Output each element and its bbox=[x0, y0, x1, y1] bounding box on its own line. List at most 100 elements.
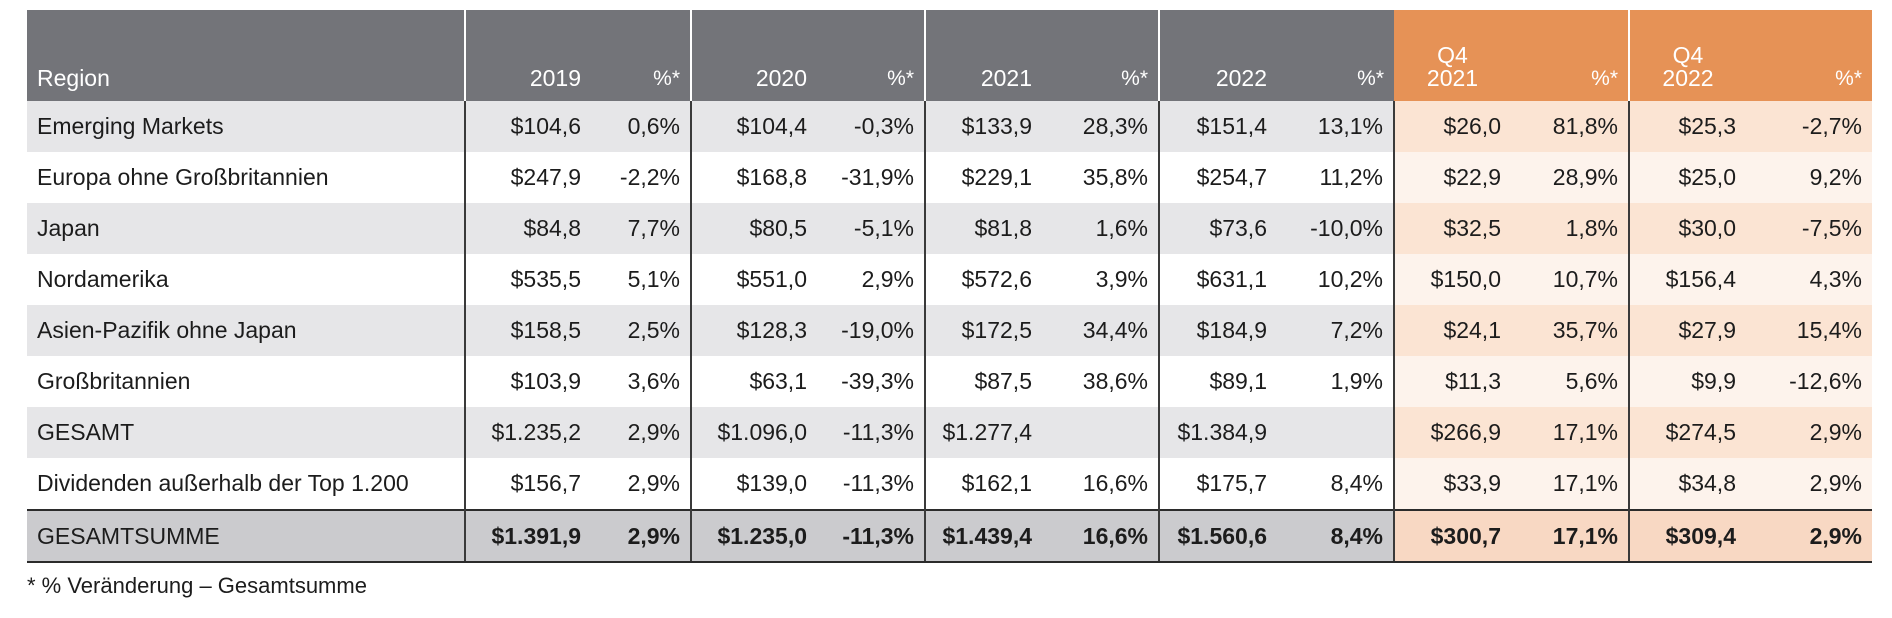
percent-cell: 15,4% bbox=[1746, 305, 1872, 356]
value-cell: $80,5 bbox=[690, 203, 817, 254]
percent-cell: 3,6% bbox=[591, 356, 691, 407]
percent-cell: -2,7% bbox=[1746, 101, 1872, 152]
value-cell: $229,1 bbox=[924, 152, 1042, 203]
percent-cell: 28,3% bbox=[1042, 101, 1159, 152]
column-header-9: Q4 2021 bbox=[1394, 10, 1511, 101]
table-body: Emerging Markets $104,6 0,6% $104,4 -0,3% $13… bbox=[27, 101, 1872, 563]
value-cell: $168,8 bbox=[690, 152, 817, 203]
value-cell: $1.235,0 bbox=[690, 509, 817, 563]
value-cell: $87,5 bbox=[924, 356, 1042, 407]
column-header-5: 2021 bbox=[924, 10, 1042, 101]
percent-cell: 0,6% bbox=[591, 101, 691, 152]
region-cell: Europa ohne Großbritannien bbox=[27, 152, 465, 203]
header-line-2: 2022 bbox=[1662, 65, 1714, 91]
percent-cell: 1,9% bbox=[1277, 356, 1394, 407]
dividend-table-container: Region 2019 %* 2020 %* 2021 %* 2022 %* Q4 2021 %* Q4… bbox=[27, 10, 1872, 563]
percent-cell: -39,3% bbox=[817, 356, 925, 407]
column-header-1: 2019 bbox=[464, 10, 591, 101]
value-cell: $128,3 bbox=[690, 305, 817, 356]
value-cell: $63,1 bbox=[690, 356, 817, 407]
percent-cell: 1,8% bbox=[1511, 203, 1629, 254]
percent-cell: 4,3% bbox=[1746, 254, 1872, 305]
value-cell: $104,4 bbox=[690, 101, 817, 152]
percent-cell: 35,8% bbox=[1042, 152, 1159, 203]
value-cell: $133,9 bbox=[924, 101, 1042, 152]
region-cell: GESAMT bbox=[27, 407, 465, 458]
percent-cell: 35,7% bbox=[1511, 305, 1629, 356]
value-cell: $27,9 bbox=[1628, 305, 1746, 356]
percent-cell: 5,1% bbox=[591, 254, 691, 305]
percent-cell: 1,6% bbox=[1042, 203, 1159, 254]
value-cell: $551,0 bbox=[690, 254, 817, 305]
value-cell: $535,5 bbox=[464, 254, 591, 305]
percent-cell: 81,8% bbox=[1511, 101, 1629, 152]
percent-cell: -19,0% bbox=[817, 305, 925, 356]
value-cell: $254,7 bbox=[1158, 152, 1277, 203]
table-row: Nordamerika $535,5 5,1% $551,0 2,9% $572,6 3,9… bbox=[27, 254, 1872, 305]
value-cell: $300,7 bbox=[1393, 509, 1511, 563]
value-cell: $1.560,6 bbox=[1158, 509, 1277, 563]
value-cell: $156,7 bbox=[464, 458, 591, 510]
column-header-12: %* bbox=[1746, 10, 1872, 101]
column-header-11: Q4 2022 bbox=[1628, 10, 1746, 101]
percent-cell: -5,1% bbox=[817, 203, 925, 254]
value-cell: $24,1 bbox=[1393, 305, 1511, 356]
region-cell: Asien-Pazifik ohne Japan bbox=[27, 305, 465, 356]
table-row: Emerging Markets $104,6 0,6% $104,4 -0,3% $13… bbox=[27, 101, 1872, 152]
percent-cell: 2,5% bbox=[591, 305, 691, 356]
region-cell: Japan bbox=[27, 203, 465, 254]
value-cell: $151,4 bbox=[1158, 101, 1277, 152]
table-row: Großbritannien $103,9 3,6% $63,1 -39,3% $87,5… bbox=[27, 356, 1872, 407]
value-cell: $184,9 bbox=[1158, 305, 1277, 356]
value-cell: $73,6 bbox=[1158, 203, 1277, 254]
percent-cell bbox=[1042, 407, 1159, 458]
header-line-1: Q4 bbox=[1672, 42, 1704, 68]
column-header-7: 2022 bbox=[1158, 10, 1277, 101]
value-cell: $25,3 bbox=[1628, 101, 1746, 152]
table-row: Dividenden außerhalb der Top 1.200 $156,7… bbox=[27, 458, 1872, 510]
percent-cell: -0,3% bbox=[817, 101, 925, 152]
value-cell: $84,8 bbox=[464, 203, 591, 254]
region-cell: Dividenden außerhalb der Top 1.200 bbox=[27, 458, 465, 510]
column-header-6: %* bbox=[1042, 10, 1159, 101]
value-cell: $1.391,9 bbox=[464, 509, 591, 563]
percent-cell: -12,6% bbox=[1746, 356, 1872, 407]
percent-cell: -11,3% bbox=[817, 407, 925, 458]
percent-cell: -11,3% bbox=[817, 458, 925, 510]
value-cell: $104,6 bbox=[464, 101, 591, 152]
value-cell: $89,1 bbox=[1158, 356, 1277, 407]
value-cell: $103,9 bbox=[464, 356, 591, 407]
region-cell: Großbritannien bbox=[27, 356, 465, 407]
value-cell: $11,3 bbox=[1393, 356, 1511, 407]
percent-cell: 2,9% bbox=[591, 407, 691, 458]
percent-cell: -2,2% bbox=[591, 152, 691, 203]
value-cell: $175,7 bbox=[1158, 458, 1277, 510]
column-header-8: %* bbox=[1277, 10, 1394, 101]
percent-cell: 9,2% bbox=[1746, 152, 1872, 203]
percent-cell: 16,6% bbox=[1042, 458, 1159, 510]
header-line-2: 2021 bbox=[1426, 65, 1479, 91]
percent-cell: 2,9% bbox=[591, 509, 691, 563]
percent-cell: -31,9% bbox=[817, 152, 925, 203]
percent-cell: 16,6% bbox=[1042, 509, 1159, 563]
percent-cell: 8,4% bbox=[1277, 458, 1394, 510]
value-cell: $309,4 bbox=[1628, 509, 1746, 563]
percent-cell: 7,7% bbox=[591, 203, 691, 254]
column-header-10: %* bbox=[1511, 10, 1629, 101]
percent-cell bbox=[1277, 407, 1394, 458]
percent-cell: -7,5% bbox=[1746, 203, 1872, 254]
value-cell: $158,5 bbox=[464, 305, 591, 356]
value-cell: $150,0 bbox=[1393, 254, 1511, 305]
percent-cell: 38,6% bbox=[1042, 356, 1159, 407]
percent-cell: 2,9% bbox=[1746, 407, 1872, 458]
percent-cell: 8,4% bbox=[1277, 509, 1394, 563]
table-row: Europa ohne Großbritannien $247,9 -2,2% $16… bbox=[27, 152, 1872, 203]
column-header-2: %* bbox=[591, 10, 691, 101]
value-cell: $631,1 bbox=[1158, 254, 1277, 305]
value-cell: $247,9 bbox=[464, 152, 591, 203]
value-cell: $26,0 bbox=[1393, 101, 1511, 152]
header-line-1: Q4 bbox=[1437, 42, 1468, 68]
value-cell: $32,5 bbox=[1393, 203, 1511, 254]
value-cell: $1.384,9 bbox=[1158, 407, 1277, 458]
region-cell: Emerging Markets bbox=[27, 101, 465, 152]
